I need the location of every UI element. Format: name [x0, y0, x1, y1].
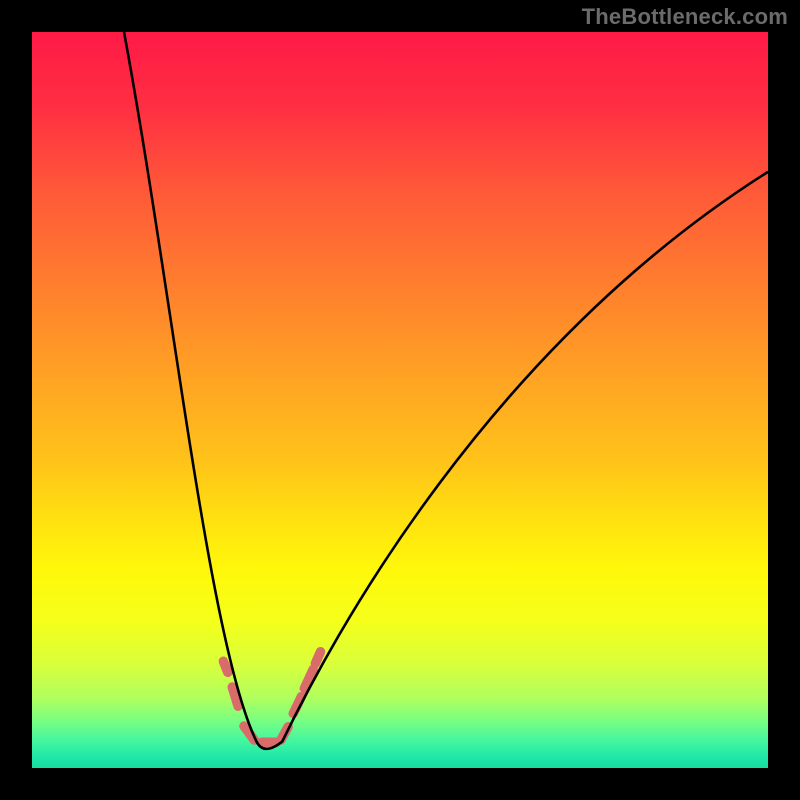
chart-svg — [0, 0, 800, 800]
watermark-text: TheBottleneck.com — [582, 4, 788, 30]
chart-container: TheBottleneck.com — [0, 0, 800, 800]
